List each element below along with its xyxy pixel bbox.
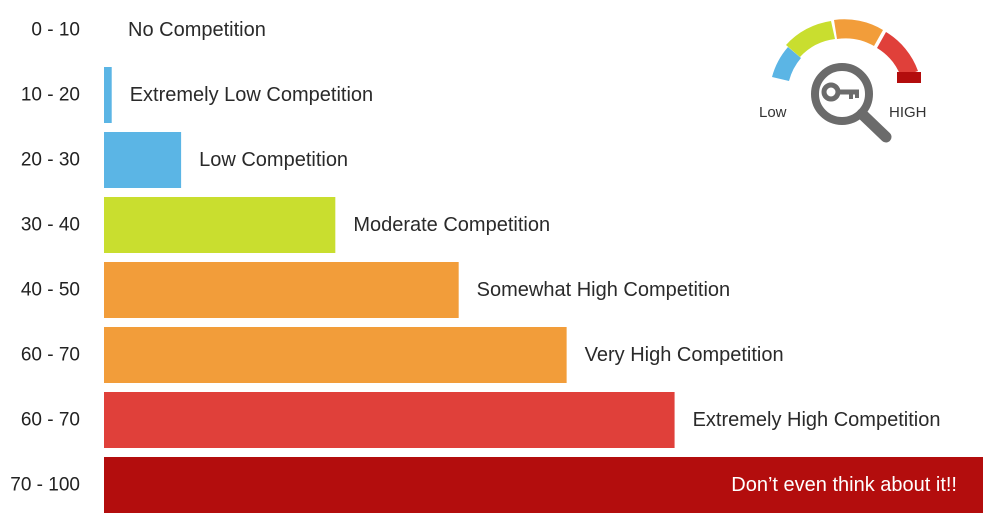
competition-bar	[104, 392, 675, 448]
competition-bar	[104, 197, 336, 253]
range-label: 10 - 20	[21, 85, 80, 106]
bar-label: Somewhat High Competition	[477, 279, 730, 301]
gauge-segment-moderate	[786, 21, 835, 57]
bar-label: Low Competition	[199, 149, 348, 171]
competition-gauge: Low HIGH	[759, 19, 927, 143]
range-label: 40 - 50	[21, 280, 80, 301]
competition-bar	[104, 457, 983, 513]
competition-bar	[104, 132, 182, 188]
range-label: 60 - 70	[21, 345, 80, 366]
range-label: 70 - 100	[10, 475, 80, 496]
range-label: 60 - 70	[21, 410, 80, 431]
gauge-segment-very-high	[877, 32, 918, 77]
bar-label: Moderate Competition	[353, 214, 550, 236]
competition-bar	[104, 262, 459, 318]
range-label: 0 - 10	[31, 20, 80, 41]
gauge-high-label: HIGH	[889, 104, 927, 121]
bar-label: Very High Competition	[585, 344, 784, 366]
range-label: 20 - 30	[21, 150, 80, 171]
range-label: 30 - 40	[21, 215, 80, 236]
competition-bar	[104, 327, 567, 383]
gauge-segment-extreme	[897, 72, 921, 83]
gauge-segment-high	[834, 19, 883, 46]
gauge-segment-low	[772, 47, 801, 81]
gauge-low-label: Low	[759, 104, 787, 121]
bar-label: No Competition	[128, 19, 266, 41]
competition-bar	[104, 67, 112, 123]
bar-label: Extremely Low Competition	[130, 84, 373, 106]
bar-label: Extremely High Competition	[693, 409, 941, 431]
bar-label: Don’t even think about it!!	[731, 474, 957, 496]
magnifier-key-icon	[811, 63, 892, 143]
bars-layer: 0 - 10 No Competition 10 - 20 Extremely Low…	[10, 19, 983, 513]
